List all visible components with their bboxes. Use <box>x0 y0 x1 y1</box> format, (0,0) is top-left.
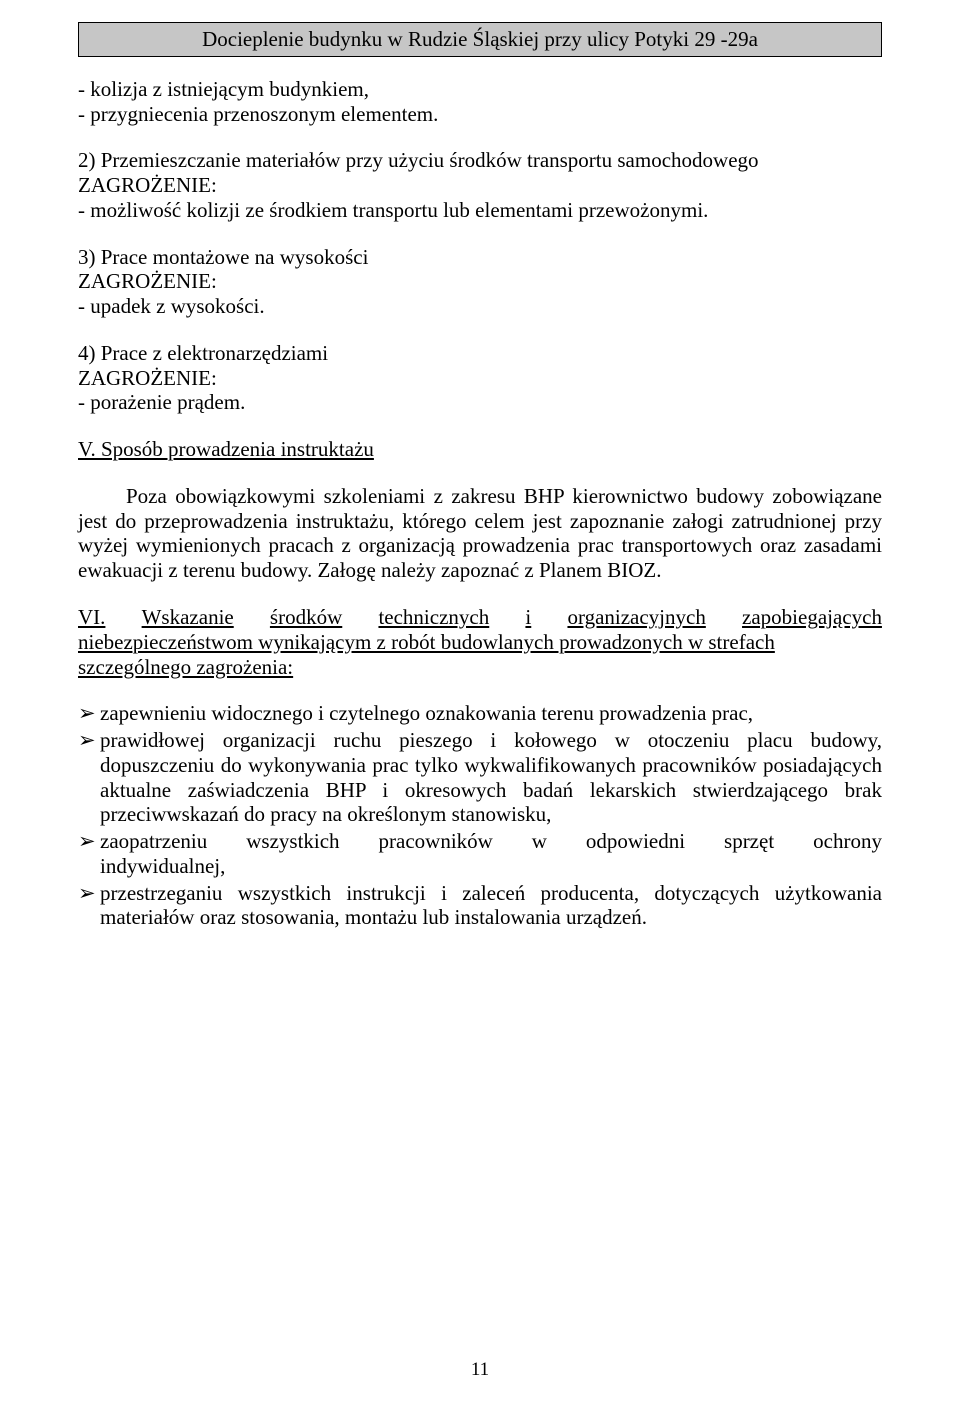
bullet-3-line2: indywidualnej, <box>100 854 882 879</box>
s6-w3: środków <box>270 605 342 630</box>
bullet-3-line1: zaopatrzeniu wszystkich pracowników w od… <box>100 829 882 854</box>
s6-w6: organizacyjnych <box>567 605 705 630</box>
b3-w2: wszystkich <box>246 829 339 854</box>
section-4-head: 4) Prace z elektronarzędziami <box>78 341 882 366</box>
section-6-head: VI. Wskazanie środków technicznych i org… <box>78 605 882 679</box>
b3-w4: w <box>532 829 547 854</box>
bullet-2: prawidłowej organizacji ruchu pieszego i… <box>78 728 882 827</box>
section-4-zag: ZAGROŻENIE: <box>78 366 882 391</box>
section-2-zag: ZAGROŻENIE: <box>78 173 882 198</box>
section-3-head: 3) Prace montażowe na wysokości <box>78 245 882 270</box>
section-5-para: Poza obowiązkowymi szkoleniami z zakresu… <box>78 484 882 583</box>
page-title-box: Docieplenie budynku w Rudzie Śląskiej pr… <box>78 22 882 57</box>
bullet-3: zaopatrzeniu wszystkich pracowników w od… <box>78 829 882 879</box>
s6-w2: Wskazanie <box>142 605 234 630</box>
section-6-line3: szczególnego zagrożenia: <box>78 655 882 680</box>
bullet-4: przestrzeganiu wszystkich instrukcji i z… <box>78 881 882 931</box>
b3-w5: odpowiedni <box>586 829 685 854</box>
section-4-item: - porażenie prądem. <box>78 390 882 415</box>
page: Docieplenie budynku w Rudzie Śląskiej pr… <box>0 0 960 1421</box>
section-5-head: V. Sposób prowadzenia instruktażu <box>78 437 882 462</box>
section-3-zag: ZAGROŻENIE: <box>78 269 882 294</box>
section-3-item: - upadek z wysokości. <box>78 294 882 319</box>
bullet-1: zapewnieniu widocznego i czytelnego ozna… <box>78 701 882 726</box>
section-4: 4) Prace z elektronarzędziami ZAGROŻENIE… <box>78 341 882 415</box>
section-6-line2: niebezpieczeństwom wynikającym z robót b… <box>78 630 882 655</box>
page-number: 11 <box>0 1359 960 1381</box>
s6-w4: technicznych <box>378 605 489 630</box>
b3-w3: pracowników <box>379 829 493 854</box>
section-5-text: Poza obowiązkowymi szkoleniami z zakresu… <box>78 484 882 583</box>
section-2: 2) Przemieszczanie materiałów przy użyci… <box>78 148 882 222</box>
section-6-line1: VI. Wskazanie środków technicznych i org… <box>78 605 882 630</box>
page-title: Docieplenie budynku w Rudzie Śląskiej pr… <box>202 27 758 51</box>
s6-w5: i <box>525 605 531 630</box>
intro-block: - kolizja z istniejącym budynkiem, - prz… <box>78 77 882 127</box>
s6-w1: VI. <box>78 605 105 630</box>
b3-w7: ochrony <box>813 829 882 854</box>
intro-line-2: - przygniecenia przenoszonym elementem. <box>78 102 882 127</box>
b3-w1: zaopatrzeniu <box>100 829 207 854</box>
intro-line-1: - kolizja z istniejącym budynkiem, <box>78 77 882 102</box>
section-2-item: - możliwość kolizji ze środkiem transpor… <box>78 198 882 223</box>
section-3: 3) Prace montażowe na wysokości ZAGROŻEN… <box>78 245 882 319</box>
s6-w7: zapobiegających <box>742 605 882 630</box>
bullet-list: zapewnieniu widocznego i czytelnego ozna… <box>78 701 882 930</box>
b3-w6: sprzęt <box>724 829 774 854</box>
section-2-head: 2) Przemieszczanie materiałów przy użyci… <box>78 148 882 173</box>
